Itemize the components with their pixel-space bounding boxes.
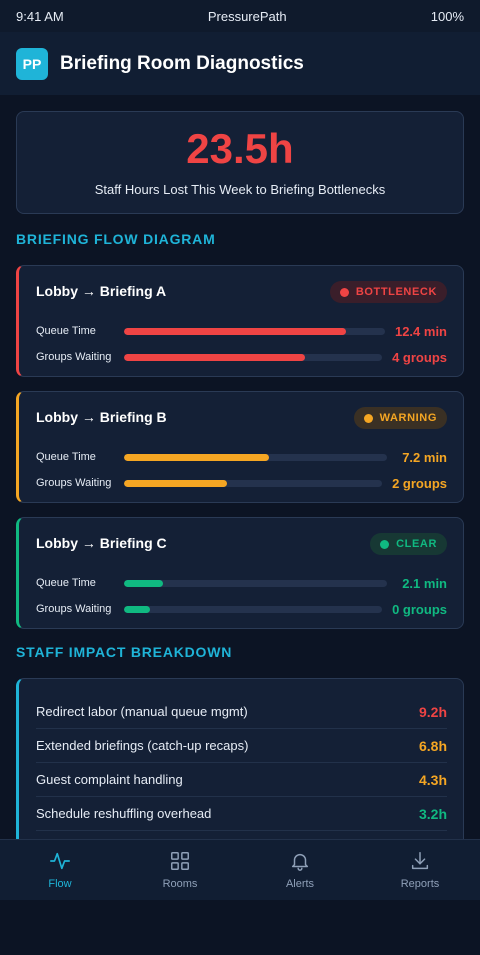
tab-rooms[interactable]: Rooms (120, 840, 240, 900)
status-carrier: PressurePath (207, 8, 287, 24)
status-badge-label: BOTTLENECK (355, 286, 437, 298)
queue-time-label: Queue Time (36, 450, 96, 463)
tab-label: Flow (48, 878, 72, 890)
groups-waiting-value: 2 groups (392, 475, 447, 491)
queue-time-bar-fill (124, 453, 269, 461)
impact-breakdown-card: Redirect labor (manual queue mgmt) 9.2h … (16, 678, 464, 848)
bottom-tab-bar: Flow Rooms Alerts Reports (0, 839, 480, 900)
tab-label: Reports (400, 878, 440, 890)
status-dot-icon (363, 413, 373, 423)
groups-waiting-bar-fill (124, 479, 228, 487)
queue-time-row: Queue Time 2.1 min (36, 570, 447, 596)
queue-time-value: 7.2 min (402, 449, 447, 465)
queue-time-value: 12.4 min (394, 323, 447, 339)
flow-card[interactable]: Lobby → Briefing A BOTTLENECK Queue Time… (16, 265, 464, 377)
page-title: Briefing Room Diagnostics (60, 52, 304, 74)
flow-route: Lobby → Briefing C (36, 535, 167, 551)
groups-waiting-row: Groups Waiting 2 groups (36, 470, 447, 496)
main-content: 23.5h Staff Hours Lost This Week to Brie… (0, 95, 480, 848)
flow-list: Lobby → Briefing A BOTTLENECK Queue Time… (16, 265, 464, 629)
groups-waiting-value: 0 groups (392, 601, 447, 617)
impact-label: Schedule reshuffling overhead (36, 806, 212, 821)
tab-reports[interactable]: Reports (360, 840, 480, 900)
status-badge-label: WARNING (379, 412, 437, 424)
groups-waiting-value: 4 groups (392, 349, 447, 365)
pulse-icon (50, 852, 70, 870)
impact-label: Guest complaint handling (36, 772, 183, 787)
status-badge: CLEAR (370, 533, 447, 555)
status-badge: BOTTLENECK (329, 281, 447, 303)
groups-waiting-row: Groups Waiting 0 groups (36, 596, 447, 622)
groups-waiting-bar (124, 605, 383, 613)
groups-waiting-bar-fill (124, 353, 305, 361)
impact-row: Schedule reshuffling overhead 3.2h (36, 797, 447, 831)
groups-waiting-row: Groups Waiting 4 groups (36, 344, 447, 370)
tab-label: Rooms (162, 878, 198, 890)
impact-label: Extended briefings (catch-up recaps) (36, 738, 249, 753)
queue-time-bar (124, 453, 387, 461)
queue-time-bar-fill (124, 327, 346, 335)
groups-waiting-label: Groups Waiting (36, 350, 112, 363)
groups-waiting-bar (124, 353, 383, 361)
impact-row: Redirect labor (manual queue mgmt) 9.2h (36, 695, 447, 729)
groups-waiting-label: Groups Waiting (36, 476, 112, 489)
status-badge-label: CLEAR (396, 538, 437, 550)
queue-time-value: 2.1 min (402, 575, 447, 591)
impact-row: Extended briefings (catch-up recaps) 6.8… (36, 729, 447, 763)
impact-value: 3.2h (418, 805, 447, 822)
groups-waiting-label: Groups Waiting (36, 602, 112, 615)
status-dot-icon (380, 539, 390, 549)
flow-route: Lobby → Briefing B (36, 409, 167, 425)
tab-label: Alerts (285, 878, 315, 890)
impact-value: 9.2h (418, 703, 447, 720)
tab-alerts[interactable]: Alerts (240, 840, 360, 900)
groups-waiting-bar (124, 479, 383, 487)
tab-flow[interactable]: Flow (0, 840, 120, 900)
bell-icon (291, 853, 309, 871)
status-time: 9:41 AM (16, 8, 64, 24)
impact-value: 6.8h (418, 737, 447, 754)
status-badge: WARNING (353, 407, 447, 429)
hours-lost-label: Staff Hours Lost This Week to Briefing B… (94, 182, 386, 197)
app-logo: PP (16, 47, 48, 80)
status-dot-icon (339, 287, 349, 297)
hours-lost-summary: 23.5h Staff Hours Lost This Week to Brie… (16, 111, 464, 214)
groups-waiting-bar-fill (124, 605, 150, 613)
flow-section-title: BRIEFING FLOW DIAGRAM (16, 231, 216, 247)
status-bar: 9:41 AM PressurePath 100% (0, 0, 480, 32)
queue-time-row: Queue Time 12.4 min (36, 318, 447, 344)
status-battery: 100% (430, 8, 464, 24)
impact-value: 4.3h (418, 771, 447, 788)
queue-time-label: Queue Time (36, 324, 96, 337)
app-header: PP Briefing Room Diagnostics (0, 32, 480, 95)
download-icon (411, 852, 429, 870)
impact-section-title: STAFF IMPACT BREAKDOWN (16, 644, 233, 660)
impact-row: Guest complaint handling 4.3h (36, 763, 447, 797)
queue-time-bar-fill (124, 579, 164, 587)
hours-lost-value: 23.5h (186, 125, 294, 172)
queue-time-bar (124, 327, 385, 335)
queue-time-label: Queue Time (36, 576, 96, 589)
impact-label: Redirect labor (manual queue mgmt) (36, 704, 248, 719)
flow-route: Lobby → Briefing A (36, 283, 167, 299)
flow-card[interactable]: Lobby → Briefing B WARNING Queue Time 7.… (16, 391, 464, 503)
grid-icon (171, 852, 189, 870)
flow-card[interactable]: Lobby → Briefing C CLEAR Queue Time 2.1 … (16, 517, 464, 629)
queue-time-row: Queue Time 7.2 min (36, 444, 447, 470)
queue-time-bar (124, 579, 387, 587)
